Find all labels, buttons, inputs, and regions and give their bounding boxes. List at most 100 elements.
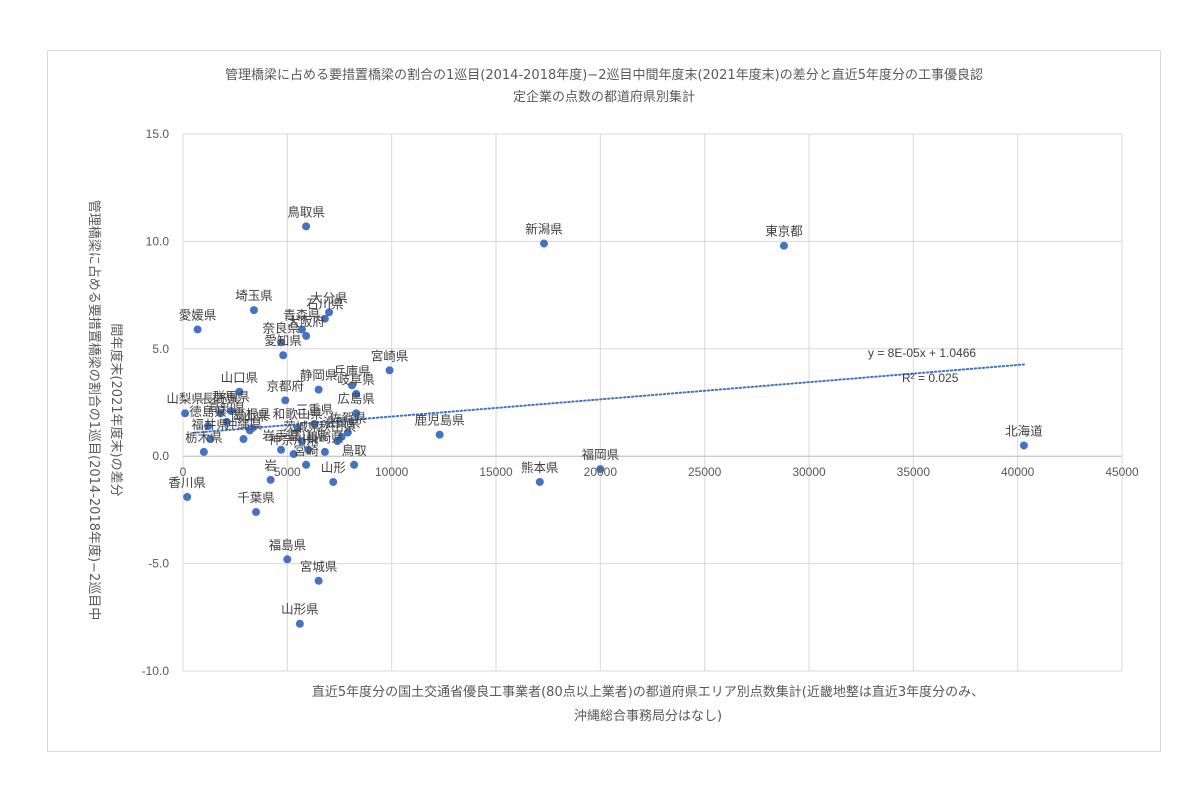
y-tick-label: 10.0 bbox=[146, 234, 170, 248]
data-point-label: 東京都 bbox=[765, 224, 803, 239]
y-tick-label: 15.0 bbox=[146, 127, 170, 141]
data-point bbox=[314, 576, 323, 585]
data-point bbox=[350, 460, 359, 469]
data-point-label: 高知県 bbox=[208, 400, 246, 415]
data-point-label: 沖縄県 bbox=[225, 417, 263, 432]
data-point-label: 鳥取県 bbox=[287, 204, 325, 219]
data-point-label: 大阪府 bbox=[287, 314, 325, 329]
data-point bbox=[183, 493, 192, 502]
data-point bbox=[320, 314, 329, 323]
data-point bbox=[435, 430, 444, 439]
x-tick-label: 30000 bbox=[792, 465, 826, 479]
data-point-label: 島根県 bbox=[233, 406, 271, 421]
data-point bbox=[289, 450, 298, 459]
y-tick-label: -10.0 bbox=[142, 664, 170, 678]
data-point-label: 福岡県 bbox=[582, 447, 620, 462]
data-point bbox=[535, 477, 544, 486]
x-tick-label: 40000 bbox=[1001, 465, 1035, 479]
data-point bbox=[277, 445, 286, 454]
data-point-label: 愛知県 bbox=[264, 333, 302, 348]
data-point bbox=[302, 460, 311, 469]
data-point-label: 福井県 bbox=[191, 417, 229, 432]
data-point-label: 神奈川県 bbox=[269, 432, 319, 447]
data-point bbox=[325, 308, 334, 317]
data-point-label: 秋田県 bbox=[319, 419, 357, 434]
data-point bbox=[235, 387, 244, 396]
data-point bbox=[779, 241, 788, 250]
data-point bbox=[352, 389, 361, 398]
data-point-label: 宮崎県 bbox=[371, 348, 409, 363]
data-point bbox=[181, 409, 190, 418]
trendline-equation: y = 8E-05x + 1.0466 bbox=[868, 346, 976, 360]
y-axis-title: 管理橋梁に占める要措置橋梁の割合の1巡目(2014-2018年度)−2巡目中 bbox=[86, 200, 102, 620]
data-point bbox=[206, 435, 215, 444]
trendline bbox=[192, 363, 1025, 434]
points-layer bbox=[181, 222, 1028, 628]
grid-layer bbox=[182, 133, 1123, 672]
data-point-label: 栃木県 bbox=[185, 430, 223, 445]
data-point-label: 三重県 bbox=[296, 402, 334, 417]
data-point-label: 宮城県 bbox=[300, 559, 338, 574]
data-point-label: 愛媛県 bbox=[179, 307, 217, 322]
data-point-label: 山形 bbox=[321, 460, 347, 475]
data-point bbox=[216, 409, 225, 418]
data-point-label: 京都府 bbox=[266, 378, 304, 393]
data-point-label: 岐阜県 bbox=[337, 372, 375, 387]
data-point bbox=[249, 306, 258, 315]
x-tick-label: 5000 bbox=[274, 465, 301, 479]
data-point bbox=[1019, 441, 1028, 450]
data-point bbox=[245, 426, 254, 435]
data-point bbox=[539, 239, 548, 248]
data-point bbox=[297, 325, 306, 334]
data-point-label: 長野県 bbox=[202, 391, 240, 406]
data-point-label: 徳島県 bbox=[189, 404, 227, 419]
data-point bbox=[283, 555, 292, 564]
data-point-label: 岩手県 bbox=[262, 428, 300, 443]
data-point-label: 茨城県 bbox=[283, 419, 321, 434]
data-point bbox=[302, 331, 311, 340]
data-point bbox=[222, 417, 231, 426]
data-point bbox=[320, 447, 329, 456]
data-point-label: 宮崎 bbox=[294, 443, 320, 458]
data-point bbox=[304, 445, 313, 454]
data-point-label: 鹿児島県 bbox=[415, 413, 465, 428]
chart-title: 管理橋梁に占める要措置橋梁の割合の1巡目(2014-2018年度)−2巡目中間年… bbox=[225, 67, 983, 83]
data-point-label: 長崎県 bbox=[306, 430, 344, 445]
data-point bbox=[199, 447, 208, 456]
data-point-label: 香川県 bbox=[168, 475, 206, 490]
data-point bbox=[226, 407, 235, 416]
chart-frame bbox=[47, 50, 1161, 752]
trendline-layer bbox=[192, 363, 1025, 434]
x-tick-label: 10000 bbox=[375, 465, 409, 479]
data-point-label: 広島県 bbox=[337, 391, 375, 406]
y-tick-label: 5.0 bbox=[152, 342, 169, 356]
trendline-r2: R² = 0.025 bbox=[902, 371, 959, 385]
data-point bbox=[348, 381, 357, 390]
data-point bbox=[193, 325, 202, 334]
data-point bbox=[277, 338, 286, 347]
data-point-label: 福島県 bbox=[269, 537, 307, 552]
data-point bbox=[596, 465, 605, 474]
data-point-label: 大分県 bbox=[310, 290, 348, 305]
data-point-label: 鳥取 bbox=[342, 443, 368, 458]
data-point bbox=[281, 396, 290, 405]
data-point-label: 青森県 bbox=[283, 307, 321, 322]
y-tick-label: 0.0 bbox=[152, 449, 169, 463]
data-point bbox=[297, 437, 306, 446]
y-axis-title: 間年度末(2021年度末)の差分 bbox=[108, 323, 124, 496]
data-point-label: 佐賀県 bbox=[329, 411, 367, 426]
x-tick-label: 15000 bbox=[479, 465, 513, 479]
data-point-label: 兵庫県 bbox=[333, 363, 371, 378]
x-tick-label: 20000 bbox=[584, 465, 618, 479]
text-layer: 0 5000 10000 15000 20000 25000 30000 35000 40000… bbox=[86, 67, 1139, 724]
data-point bbox=[314, 385, 323, 394]
data-point bbox=[310, 419, 319, 428]
x-tick-label: 0 bbox=[180, 465, 187, 479]
data-point-label: 和歌山県 bbox=[273, 406, 323, 421]
data-point bbox=[204, 422, 213, 431]
data-point-label: 石川県 bbox=[306, 297, 344, 312]
data-point bbox=[329, 477, 338, 486]
data-point-label: 滋賀県 bbox=[323, 415, 361, 430]
